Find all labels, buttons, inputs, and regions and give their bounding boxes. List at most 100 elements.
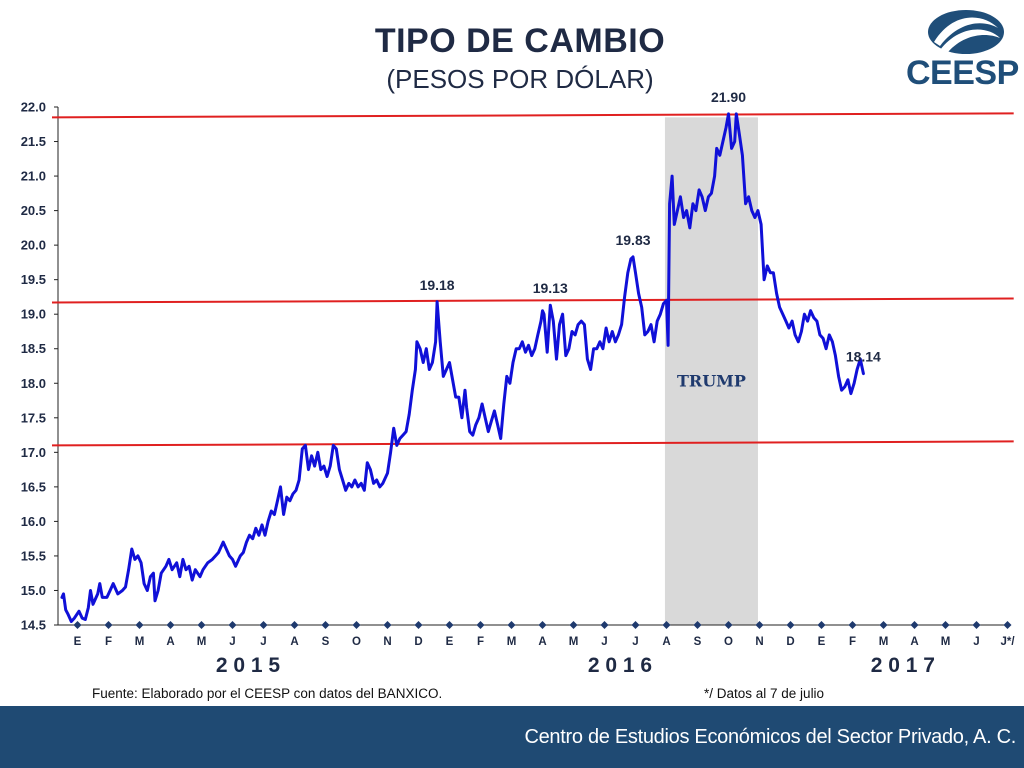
chart-subtitle: (PESOS POR DÓLAR) <box>386 64 654 94</box>
year-label: 2 0 1 5 <box>216 654 281 677</box>
month-label: M <box>879 636 889 648</box>
reference-line <box>51 297 1014 304</box>
footer-note: */ Datos al 7 de julio <box>704 686 825 701</box>
month-label: M <box>197 636 207 648</box>
month-label: J <box>260 636 266 648</box>
x-tick-marker <box>476 621 485 629</box>
data-label: 18.14 <box>846 349 881 365</box>
month-label: F <box>849 636 856 648</box>
x-tick-marker <box>817 621 826 629</box>
x-tick-marker <box>104 621 113 629</box>
x-tick-marker <box>352 621 361 629</box>
y-tick-label: 18.0 <box>21 376 46 391</box>
x-tick-marker <box>414 621 423 629</box>
y-tick-label: 15.5 <box>21 548 46 563</box>
x-tick-marker <box>569 621 578 629</box>
y-tick-label: 19.5 <box>21 272 46 287</box>
x-tick-marker <box>228 621 237 629</box>
y-tick-label: 18.5 <box>21 341 46 356</box>
month-label: S <box>322 636 330 648</box>
x-tick-marker <box>1003 621 1012 629</box>
x-tick-marker <box>73 621 82 629</box>
x-tick-marker <box>879 621 888 629</box>
x-tick-marker <box>259 621 268 629</box>
x-tick-marker <box>631 621 640 629</box>
y-tick-label: 21.5 <box>21 134 46 149</box>
x-tick-marker <box>786 621 795 629</box>
x-tick-marker <box>290 621 299 629</box>
month-label: J <box>632 636 638 648</box>
month-label: N <box>383 636 391 648</box>
month-label: E <box>818 636 826 648</box>
x-tick-marker <box>848 621 857 629</box>
data-label: 19.18 <box>420 277 455 293</box>
month-label: M <box>135 636 145 648</box>
x-tick-marker <box>507 621 516 629</box>
month-label: A <box>910 636 918 648</box>
month-label: O <box>352 636 361 648</box>
footer-organization: Centro de Estudios Económicos del Sector… <box>524 726 1016 748</box>
x-tick-marker <box>693 621 702 629</box>
y-tick-label: 16.5 <box>21 479 46 494</box>
chart-title: TIPO DE CAMBIO <box>374 22 666 60</box>
month-label: A <box>538 636 546 648</box>
month-label: D <box>414 636 422 648</box>
month-label: F <box>477 636 484 648</box>
x-tick-marker <box>383 621 392 629</box>
month-label: M <box>507 636 517 648</box>
x-tick-marker <box>197 621 206 629</box>
month-label: M <box>941 636 951 648</box>
x-tick-marker <box>321 621 330 629</box>
month-label: J <box>229 636 235 648</box>
y-tick-label: 17.0 <box>21 445 46 460</box>
month-label: E <box>74 636 82 648</box>
month-label: J <box>601 636 607 648</box>
month-label: E <box>446 636 454 648</box>
x-tick-marker <box>662 621 671 629</box>
year-label: 2 0 1 7 <box>871 654 935 677</box>
y-tick-label: 22.0 <box>21 100 46 115</box>
x-tick-marker <box>600 621 609 629</box>
x-tick-marker <box>972 621 981 629</box>
x-tick-marker <box>910 621 919 629</box>
month-label: F <box>105 636 112 648</box>
month-label: A <box>290 636 298 648</box>
y-tick-label: 16.0 <box>21 514 46 529</box>
footer-bar: Centro de Estudios Económicos del Sector… <box>0 706 1024 768</box>
x-tick-marker <box>724 621 733 629</box>
y-tick-label: 17.5 <box>21 410 46 425</box>
data-label: 19.83 <box>615 232 650 248</box>
data-label: 19.13 <box>533 280 568 296</box>
month-label: J*/ <box>1000 636 1015 648</box>
exchange-rate-line <box>60 112 865 623</box>
y-tick-label: 14.5 <box>21 618 46 633</box>
data-label: 21.90 <box>711 89 746 105</box>
year-label: 2 0 1 6 <box>588 654 652 677</box>
month-label: S <box>694 636 702 648</box>
month-label: D <box>786 636 794 648</box>
month-label: A <box>662 636 670 648</box>
x-tick-marker <box>755 621 764 629</box>
trump-label: TRUMP <box>677 372 746 391</box>
x-tick-marker <box>941 621 950 629</box>
y-tick-label: 15.0 <box>21 583 46 598</box>
month-label: J <box>973 636 979 648</box>
x-tick-marker <box>166 621 175 629</box>
month-label: M <box>569 636 579 648</box>
reference-line <box>51 112 1014 119</box>
month-label: N <box>755 636 763 648</box>
x-tick-marker <box>135 621 144 629</box>
exchange-rate-chart: TRUMP 22.0 21.5 21.0 20.5 20.0 19.5 19.0 18.5 18… <box>21 89 1016 677</box>
y-tick-label: 20.5 <box>21 203 46 218</box>
y-tick-label: 21.0 <box>21 169 46 184</box>
logo-text: CEESP <box>906 54 1019 92</box>
x-tick-marker <box>538 621 547 629</box>
reference-line <box>51 440 1014 447</box>
y-tick-label: 20.0 <box>21 238 46 253</box>
month-label: A <box>166 636 174 648</box>
x-tick-marker <box>445 621 454 629</box>
month-label: O <box>724 636 733 648</box>
y-tick-label: 19.0 <box>21 307 46 322</box>
footer-source: Fuente: Elaborado por el CEESP con datos… <box>92 686 443 701</box>
ceesp-logo-icon <box>928 10 1004 54</box>
